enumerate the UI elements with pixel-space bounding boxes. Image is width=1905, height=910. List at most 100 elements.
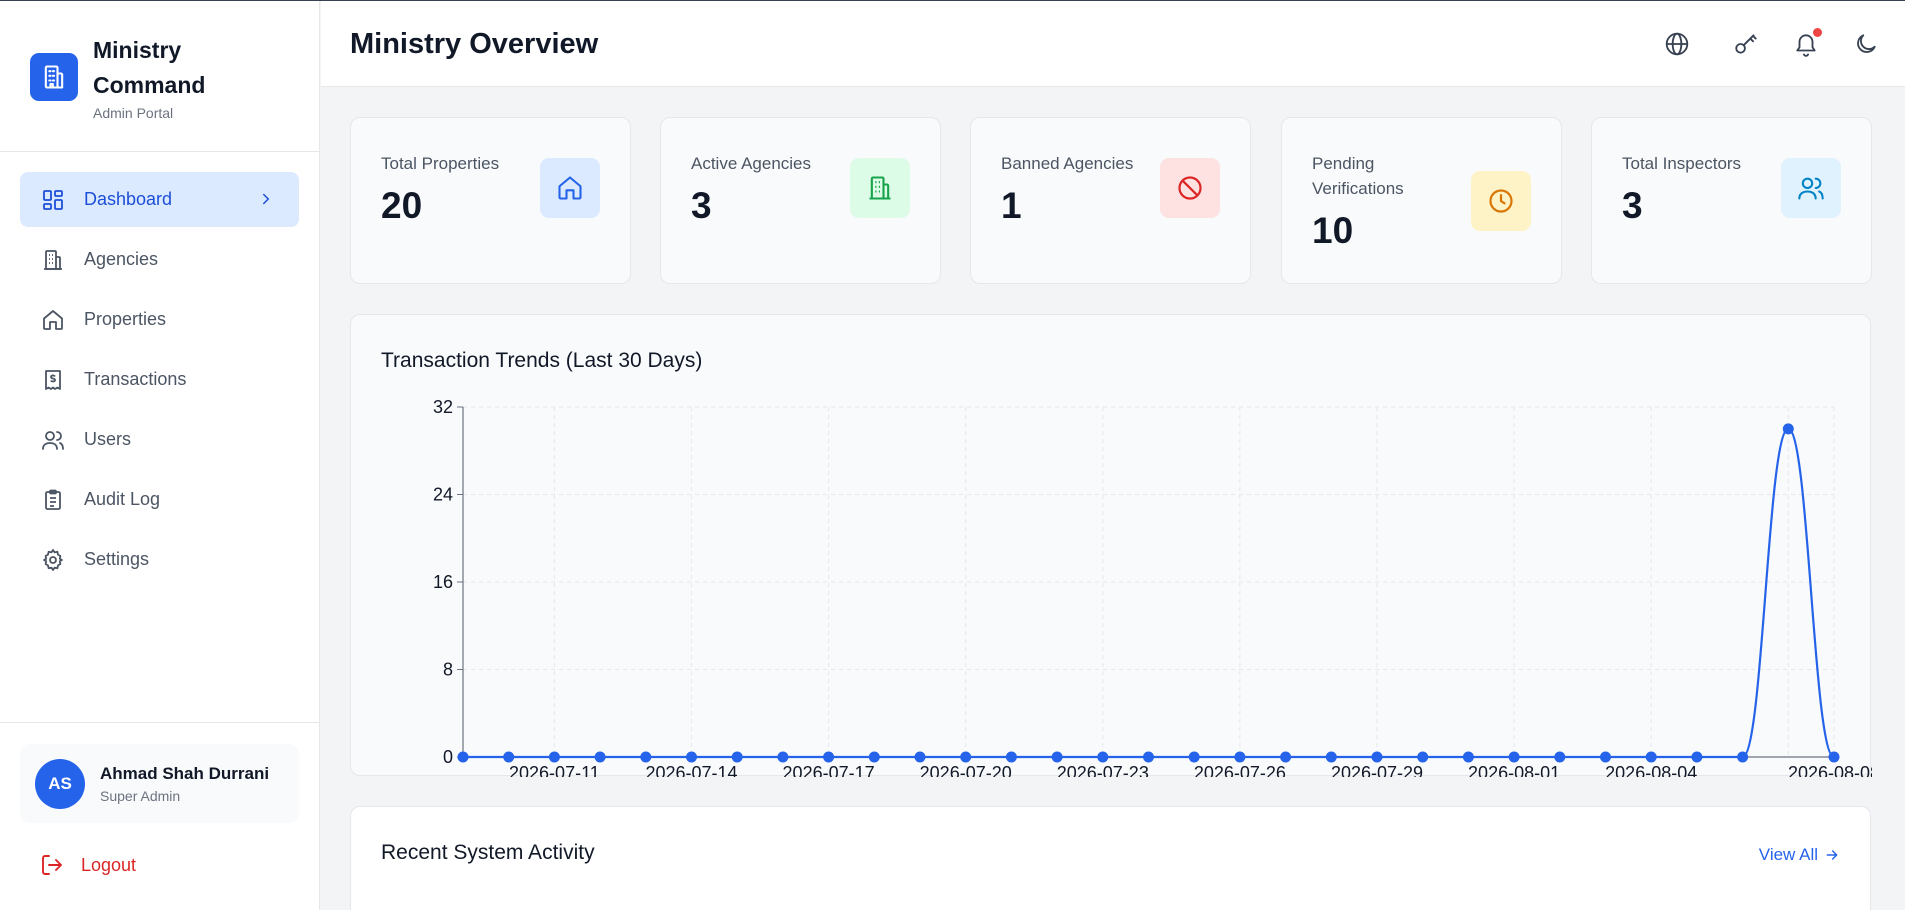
stat-card-active-agencies: Active Agencies 3	[660, 117, 941, 284]
x-tick-label: 2026-07-14	[645, 763, 737, 777]
key-icon[interactable]	[1732, 30, 1760, 58]
data-point	[1600, 751, 1611, 763]
bell-icon[interactable]	[1792, 28, 1822, 58]
clipboard-icon	[41, 488, 65, 512]
sidebar-item-settings[interactable]: Settings	[20, 532, 299, 587]
transaction-trends-chart: Transaction Trends (Last 30 Days) 0 8 16 24…	[350, 314, 1872, 777]
x-tick-label: 2026-08-01	[1468, 763, 1560, 777]
sidebar-divider	[0, 722, 320, 723]
brand: Ministry Command Admin Portal	[30, 33, 233, 121]
stat-card-banned-agencies: Banned Agencies 1	[970, 117, 1251, 284]
data-point	[1325, 751, 1337, 763]
sidebar: Ministry Command Admin Portal Dashboard …	[0, 0, 320, 910]
building-icon	[30, 53, 78, 101]
globe-icon[interactable]	[1663, 30, 1691, 58]
logout-button[interactable]: Logout	[40, 853, 136, 877]
page-title: Ministry Overview	[350, 28, 599, 60]
data-point	[1280, 751, 1292, 763]
y-tick-label: 16	[433, 572, 453, 592]
series-line	[463, 427, 1836, 759]
data-point	[686, 751, 697, 763]
data-point	[1051, 751, 1063, 763]
data-point	[731, 751, 743, 763]
data-point	[1554, 751, 1566, 763]
home-icon	[540, 158, 600, 218]
arrow-right-icon	[1824, 847, 1840, 863]
sidebar-item-label: Agencies	[84, 249, 159, 269]
stat-label: Active Agencies	[691, 154, 812, 173]
sidebar-item-users[interactable]: Users	[20, 412, 299, 467]
stat-label: Total Properties	[381, 154, 500, 173]
stat-value: 10	[1312, 210, 1354, 251]
sidebar-nav: Dashboard Agencies Properties Transactio…	[20, 172, 299, 592]
users-icon	[1781, 158, 1841, 218]
sidebar-item-properties[interactable]: Properties	[20, 292, 299, 347]
stat-value: 3	[1622, 185, 1643, 226]
data-point	[868, 751, 880, 763]
user-name: Ahmad Shah Durrani	[100, 763, 270, 783]
data-point	[1188, 751, 1200, 763]
logout-label: Logout	[81, 854, 137, 875]
data-point	[1005, 751, 1017, 763]
data-point	[1417, 751, 1429, 763]
x-tick-label: 2026-07-17	[783, 763, 875, 777]
y-tick-label: 0	[443, 747, 453, 767]
brand-subtitle: Admin Portal	[93, 105, 174, 121]
stat-value: 20	[381, 185, 423, 226]
building-icon	[850, 158, 910, 218]
x-tick-label: 2026-07-29	[1331, 763, 1423, 777]
sidebar-item-agencies[interactable]: Agencies	[20, 232, 299, 287]
data-point	[960, 751, 972, 763]
data-point	[1828, 751, 1840, 763]
data-point	[1645, 751, 1657, 763]
dashboard-icon	[41, 188, 65, 212]
activity-title: Recent System Activity	[381, 841, 595, 864]
sidebar-item-label: Dashboard	[84, 189, 173, 209]
sidebar-item-label: Transactions	[84, 369, 187, 389]
user-card[interactable]: AS Ahmad Shah Durrani Super Admin	[20, 744, 299, 823]
stat-card-total-inspectors: Total Inspectors 3	[1591, 117, 1872, 284]
stat-label: Banned Agencies	[1001, 154, 1134, 173]
header: Ministry Overview	[321, 1, 1905, 87]
sidebar-item-label: Settings	[84, 549, 150, 569]
ban-icon	[1160, 158, 1220, 218]
sidebar-item-transactions[interactable]: Transactions	[20, 352, 299, 407]
users-icon	[41, 428, 65, 452]
x-tick-label: 2026-08-04	[1605, 763, 1697, 777]
avatar: AS	[35, 758, 85, 809]
user-role: Super Admin	[100, 787, 181, 804]
data-point	[1234, 751, 1246, 763]
data-point	[1737, 751, 1749, 763]
data-point	[640, 751, 652, 763]
stat-label: Pending Verifications	[1312, 154, 1404, 198]
data-point	[914, 751, 926, 763]
data-point	[503, 751, 515, 763]
data-point	[1508, 751, 1520, 763]
line-chart: 0 8 16 24 32 2026-07-11 2026-07-14 2026-07-17 20…	[433, 397, 1872, 777]
stat-value: 1	[1001, 185, 1022, 226]
x-tick-label: 2026-07-26	[1194, 763, 1286, 777]
y-tick-label: 24	[433, 485, 453, 505]
sidebar-item-label: Properties	[84, 309, 167, 329]
data-point	[823, 751, 835, 763]
stat-value: 3	[691, 185, 712, 226]
stat-card-pending-verifications: Pending Verifications 10	[1281, 117, 1562, 284]
moon-icon[interactable]	[1852, 30, 1880, 58]
receipt-icon	[41, 368, 65, 392]
home-icon	[41, 308, 65, 332]
data-point	[1371, 751, 1383, 763]
building-icon	[41, 248, 65, 272]
data-point	[594, 751, 606, 763]
data-point	[777, 751, 789, 763]
sidebar-item-audit-log[interactable]: Audit Log	[20, 472, 299, 527]
sidebar-divider	[0, 151, 320, 152]
view-all-link[interactable]: View All	[1759, 845, 1840, 865]
sidebar-item-label: Users	[84, 429, 132, 449]
logout-icon	[40, 853, 64, 877]
notification-dot	[1813, 28, 1822, 37]
sidebar-item-dashboard[interactable]: Dashboard	[20, 172, 299, 227]
x-tick-label: 2026-08-08	[1788, 763, 1872, 777]
x-tick-label: 2026-07-23	[1057, 763, 1149, 777]
data-point	[1143, 751, 1154, 763]
y-tick-label: 32	[433, 397, 453, 417]
